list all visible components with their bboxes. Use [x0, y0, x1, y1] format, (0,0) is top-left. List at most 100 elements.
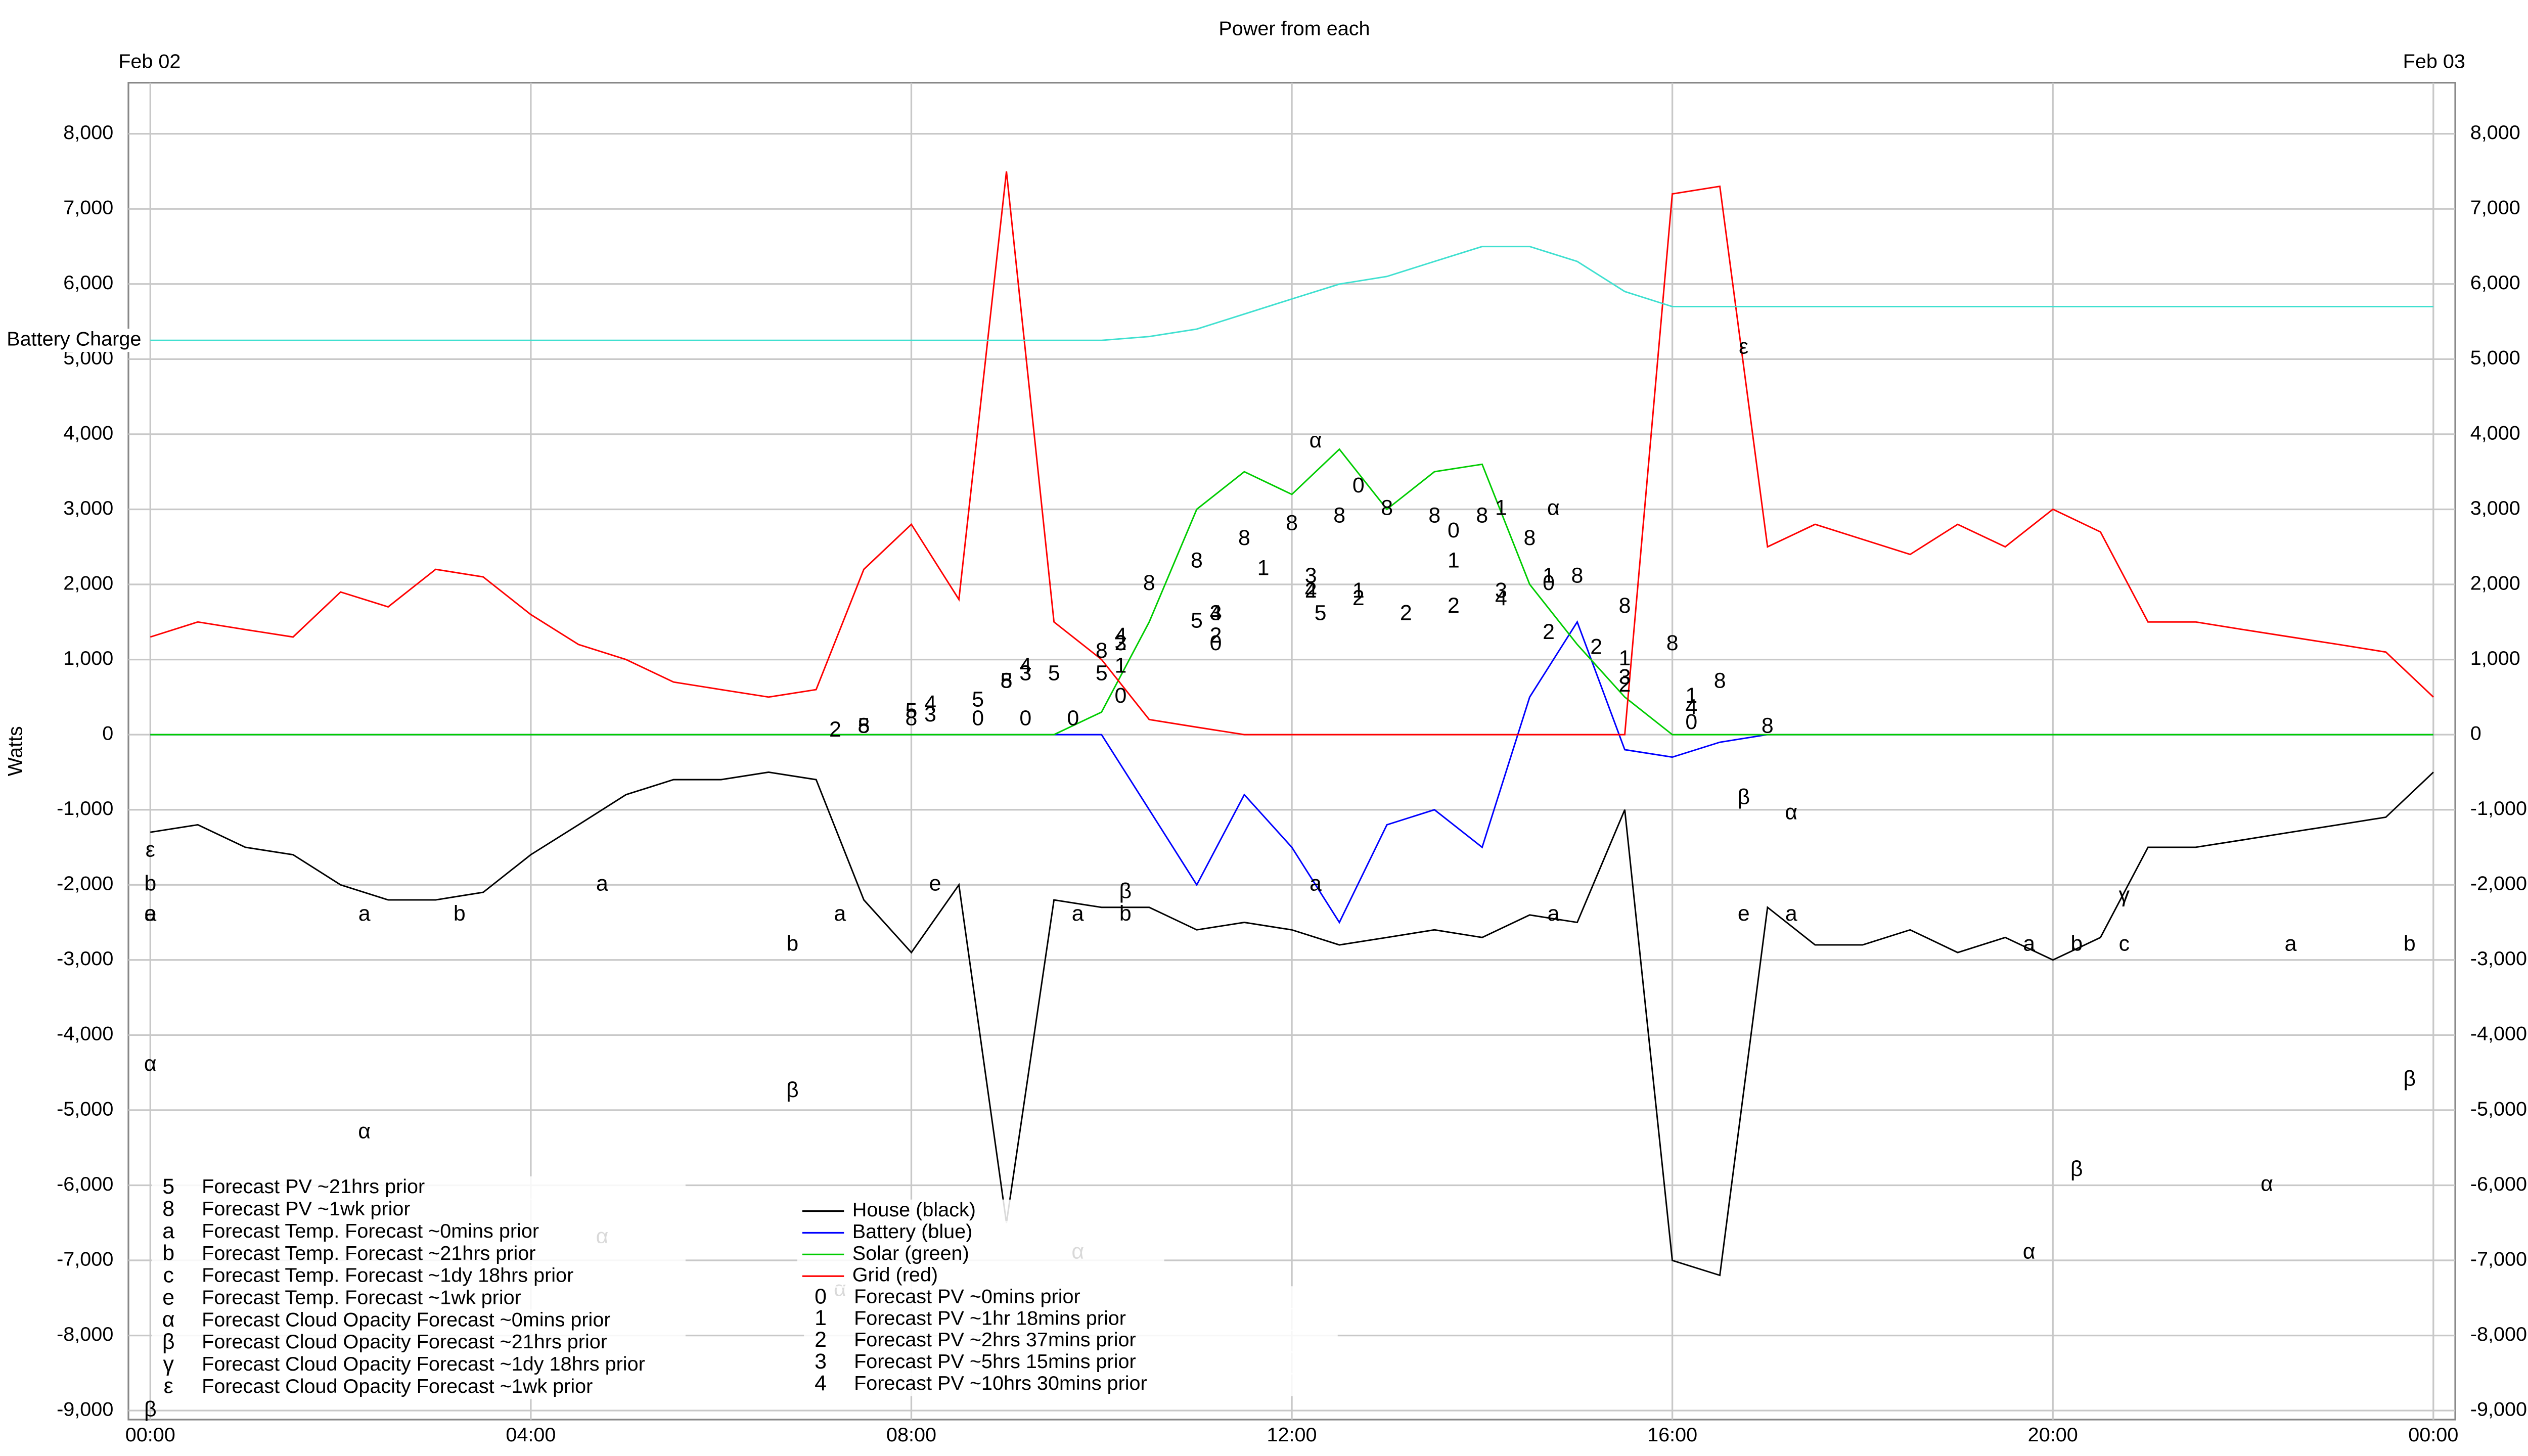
legend-background [152, 1198, 686, 1222]
marker-glyph: b [144, 872, 156, 896]
marker-glyph: 1 [1543, 564, 1555, 588]
marker-glyph: 1 [1448, 549, 1460, 573]
marker-glyph: 4 [1114, 623, 1126, 648]
marker-glyph: 2 [1590, 635, 1602, 659]
marker-glyph: 8 [1762, 714, 1774, 738]
y-tick-label: -2,000 [57, 873, 113, 895]
marker-glyph: 8 [1428, 504, 1440, 528]
legend-background [797, 1264, 1164, 1288]
y-tick-label: -8,000 [2470, 1323, 2527, 1345]
marker-glyph: 2 [829, 717, 841, 742]
legend-marker: β [162, 1330, 175, 1354]
marker-glyph: ε [1739, 334, 1748, 358]
legend-background [804, 1351, 1338, 1375]
marker-glyph: 8 [1238, 526, 1250, 550]
marker-glyph: α [358, 1119, 371, 1144]
marker-glyph: 4 [1685, 695, 1697, 719]
marker-glyph: 4 [1210, 601, 1222, 625]
legend-label: Forecast Cloud Opacity Forecast ~1wk pri… [202, 1375, 593, 1397]
marker-glyph: 3 [1019, 661, 1031, 686]
marker-glyph: 5 [972, 688, 984, 712]
legend-background [797, 1221, 1164, 1245]
marker-glyph: γ [2119, 883, 2130, 907]
marker-glyph: 8 [1286, 511, 1298, 535]
y-tick-label: -1,000 [57, 797, 113, 820]
legend-marker: γ [163, 1352, 174, 1376]
y-tick-label: -9,000 [57, 1398, 113, 1421]
marker-glyph: β [144, 1397, 157, 1422]
marker-glyph: 2 [1114, 631, 1126, 655]
marker-glyph: a [144, 901, 156, 926]
legend-background [797, 1199, 1164, 1223]
y-tick-label: 0 [2470, 722, 2481, 745]
date-label: Feb 02 [118, 51, 180, 73]
marker-glyph: 8 [1001, 669, 1013, 693]
marker-glyph: α [144, 1052, 157, 1076]
marker-glyph: α [2023, 1240, 2036, 1264]
y-tick-label: -5,000 [57, 1098, 113, 1120]
y-tick-label: -7,000 [2470, 1248, 2527, 1270]
legend-marker: a [162, 1219, 174, 1243]
date-label: Feb 03 [2403, 51, 2465, 73]
marker-glyph: 8 [1571, 564, 1584, 588]
y-tick-label: 2,000 [2470, 572, 2520, 595]
series-line [150, 448, 2433, 736]
y-tick-label: -4,000 [2470, 1023, 2527, 1045]
legend-background [152, 1265, 686, 1289]
legend-marker: 1 [815, 1306, 827, 1330]
marker-glyph: β [1119, 879, 1132, 903]
x-tick-label: 00:00 [2408, 1424, 2458, 1446]
legend-label: Forecast PV ~0mins prior [854, 1286, 1080, 1308]
series-line [150, 171, 2434, 736]
legend-label: Forecast PV ~1wk prior [202, 1198, 410, 1220]
y-axis-label: Watts [4, 726, 26, 776]
legend-marker: 0 [815, 1285, 827, 1309]
legend-background [804, 1329, 1338, 1353]
x-tick-label: 08:00 [886, 1424, 936, 1446]
marker-glyph: α [2261, 1172, 2273, 1196]
legend-background [804, 1286, 1338, 1310]
marker-glyph: 2 [1543, 620, 1555, 644]
y-tick-label: 7,000 [63, 197, 113, 219]
marker-glyph: b [2404, 931, 2416, 956]
legend-label: Forecast PV ~2hrs 37mins prior [854, 1329, 1136, 1351]
marker-glyph: 8 [1143, 571, 1155, 595]
y-tick-label: 3,000 [2470, 497, 2520, 519]
x-tick-label: 00:00 [125, 1424, 175, 1446]
marker-glyph: 8 [1619, 594, 1631, 618]
marker-glyph: a [1785, 901, 1797, 926]
y-tick-label: -4,000 [57, 1023, 113, 1045]
legend-background [152, 1376, 686, 1399]
label-background [3, 329, 147, 352]
legend-background [152, 1176, 686, 1200]
marker-glyph: β [2403, 1067, 2416, 1091]
marker-glyph: 3 [1114, 631, 1126, 655]
marker-glyph: β [2070, 1157, 2083, 1181]
legend-marker: 8 [162, 1197, 174, 1221]
marker-glyph: a [2023, 931, 2035, 956]
marker-glyph: 8 [1666, 631, 1679, 655]
marker-glyph: 3 [1305, 564, 1317, 588]
y-tick-label: 1,000 [63, 647, 113, 669]
marker-glyph: c [2119, 931, 2130, 956]
legend-marker: ε [164, 1374, 173, 1398]
legend-label: Forecast Temp. Forecast ~0mins prior [202, 1220, 539, 1242]
marker-glyph: 0 [1352, 473, 1365, 497]
legend-label: Forecast PV ~10hrs 30mins prior [854, 1372, 1147, 1394]
series-line [150, 246, 2433, 341]
legend-marker: e [162, 1285, 174, 1309]
legend-marker: α [162, 1307, 175, 1332]
marker-glyph: 4 [1495, 586, 1507, 610]
marker-glyph: 1 [1619, 646, 1631, 670]
marker-glyph: 0 [972, 706, 984, 731]
y-tick-label: 0 [102, 722, 113, 745]
y-tick-label: -6,000 [57, 1173, 113, 1195]
legend-background [152, 1220, 686, 1244]
marker-glyph: 0 [1210, 631, 1222, 655]
y-tick-label: 4,000 [2470, 422, 2520, 444]
y-tick-label: -5,000 [2470, 1098, 2527, 1120]
marker-glyph: 5 [1048, 661, 1060, 686]
marker-glyph: 5 [1001, 669, 1013, 693]
marker-glyph: 2 [1305, 578, 1317, 603]
